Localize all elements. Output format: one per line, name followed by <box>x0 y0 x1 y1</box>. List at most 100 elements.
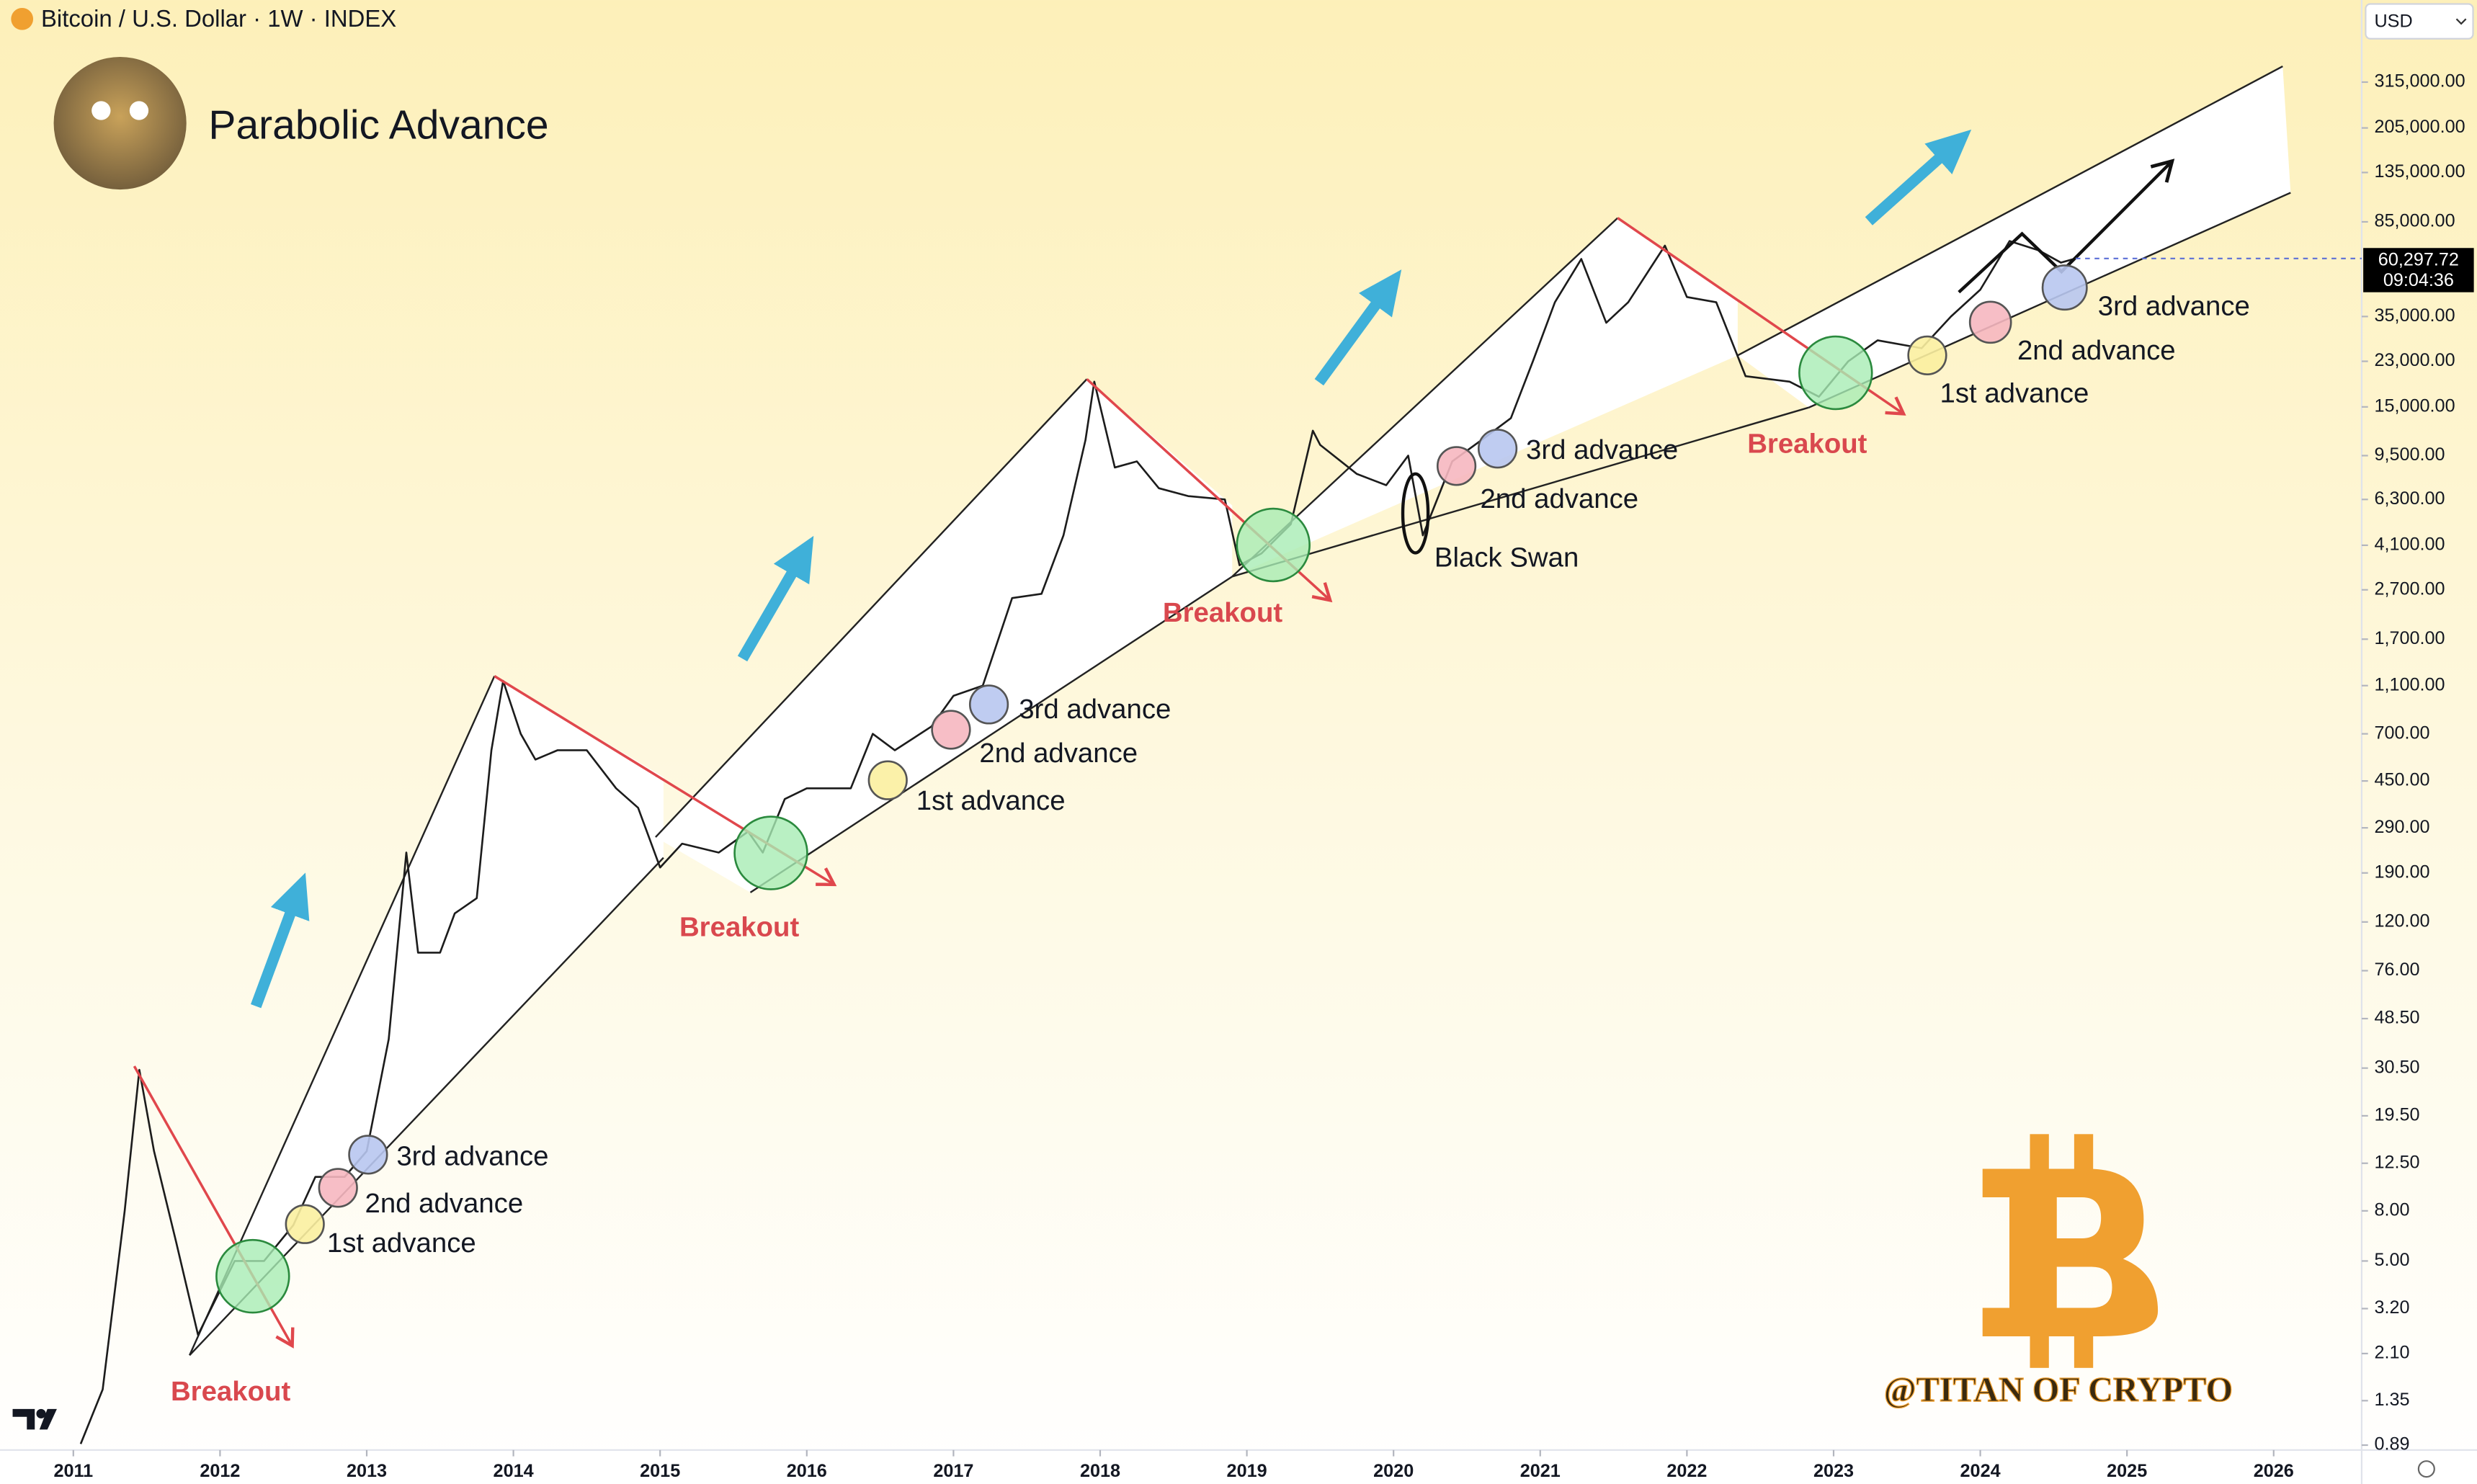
watermark: @TITAN OF CRYPTO <box>1884 1371 2233 1409</box>
blue-arrows <box>251 129 1972 1009</box>
blue-arrow <box>251 872 310 1009</box>
trend-line <box>1231 406 1809 578</box>
advance-label: 3rd advance <box>1526 434 1678 465</box>
avatar-eye <box>129 101 149 120</box>
x-tick-label: 2017 <box>933 1461 973 1481</box>
annotations: 3rd advance 2nd advance 1st advance 3rd adv… <box>171 291 2250 1407</box>
trend-line <box>655 378 1088 838</box>
tradingview-logo <box>12 1408 57 1430</box>
y-tick-label: 3.20 <box>2374 1297 2409 1318</box>
channel <box>189 676 664 1356</box>
x-tick-label: 2024 <box>1960 1461 2001 1481</box>
x-tick-label: 2026 <box>2254 1461 2294 1481</box>
price-label: 60,297.72 09:04:36 <box>2363 248 2474 292</box>
channel <box>1232 218 1738 577</box>
logo-bar <box>2030 1134 2049 1176</box>
advance-label: Black Swan <box>1434 542 1579 573</box>
trend-line <box>749 576 1233 893</box>
projection-arrow <box>1958 158 2175 294</box>
x-tick-label: 2023 <box>1813 1461 1854 1481</box>
y-tick-label: 700.00 <box>2374 723 2429 743</box>
y-tick-label: 2.10 <box>2374 1343 2409 1363</box>
y-tick-label: 190.00 <box>2374 862 2429 882</box>
advance-label: 2nd advance <box>365 1188 523 1219</box>
y-tick-label: 1,700.00 <box>2374 628 2445 648</box>
y-tick-label: 23,000.00 <box>2374 350 2455 370</box>
y-tick-label: 1.35 <box>2374 1390 2409 1410</box>
logo-part <box>39 1408 57 1430</box>
advance-label: 3rd advance <box>1019 694 1171 725</box>
x-tick-label: 2012 <box>200 1461 240 1481</box>
dropdown-chevron[interactable] <box>2455 18 2467 25</box>
first-advance-circle <box>285 1204 325 1244</box>
blue-arrow <box>737 535 814 662</box>
advance-label: 2nd advance <box>979 738 1138 769</box>
avatar-eye <box>92 101 111 120</box>
second-advance-circle <box>318 1168 358 1208</box>
x-tick-label: 2018 <box>1080 1461 1120 1481</box>
settings-icon[interactable] <box>2417 1460 2435 1478</box>
first-advance-circle <box>1907 335 1947 375</box>
y-tick-label: 48.50 <box>2374 1008 2419 1028</box>
channel <box>655 379 1233 893</box>
currency-label[interactable]: USD <box>2374 11 2412 31</box>
price-text: 60,297.72 <box>2378 249 2459 269</box>
y-tick-label: 120.00 <box>2374 911 2429 931</box>
first-advance-circle <box>867 760 908 800</box>
x-tick-label: 2015 <box>640 1461 680 1481</box>
third-advance-circle <box>1477 429 1518 469</box>
symbol-icon <box>11 7 34 30</box>
blue-arrow <box>1314 269 1402 386</box>
y-tick-label: 30.50 <box>2374 1057 2419 1077</box>
circles <box>215 264 2088 1314</box>
second-advance-circle <box>1436 446 1477 486</box>
x-tick-label: 2022 <box>1666 1461 1707 1481</box>
advance-label: 1st advance <box>327 1228 476 1259</box>
advance-label: 1st advance <box>916 785 1066 816</box>
breakout-circle <box>1236 507 1311 583</box>
y-tick-label: 315,000.00 <box>2374 71 2465 91</box>
y-tick-label: 135,000.00 <box>2374 161 2465 182</box>
breakout-label: Breakout <box>679 911 799 942</box>
series-layer <box>79 240 2076 1444</box>
x-axis-strip <box>0 1449 2477 1484</box>
advance-label: 2nd advance <box>2017 335 2176 366</box>
y-tick-label: 19.50 <box>2374 1105 2419 1125</box>
y-tick-label: 2,700.00 <box>2374 578 2445 599</box>
second-advance-circle <box>931 710 971 750</box>
symbol-title: Bitcoin / U.S. Dollar · 1W · INDEX <box>41 5 396 32</box>
y-tick-label: 205,000.00 <box>2374 117 2465 137</box>
y-tick-label: 4,100.00 <box>2374 535 2445 555</box>
breakout-label: Breakout <box>1163 597 1282 628</box>
y-tick-label: 85,000.00 <box>2374 211 2455 231</box>
black-swan-ellipse <box>1401 472 1430 555</box>
breakout-label: Breakout <box>1747 428 1867 459</box>
logo-part <box>12 1408 35 1430</box>
y-tick-label: 76.00 <box>2374 960 2419 980</box>
y-tick-label: 9,500.00 <box>2374 444 2445 465</box>
price-box <box>2363 248 2474 292</box>
y-tick-label: 450.00 <box>2374 770 2429 790</box>
bitcoin-logo <box>1982 1134 2159 1368</box>
y-tick-label: 290.00 <box>2374 817 2429 837</box>
breakout-circle <box>1798 335 1873 411</box>
y-tick-label: 8.00 <box>2374 1199 2409 1220</box>
logo-b <box>1982 1168 2159 1336</box>
third-advance-circle <box>348 1135 388 1175</box>
y-tick-label: 0.89 <box>2374 1434 2409 1454</box>
avatar <box>53 56 187 190</box>
currency-select[interactable] <box>2365 3 2474 40</box>
x-tick-label: 2019 <box>1227 1461 1267 1481</box>
channels <box>189 66 2291 1356</box>
channel <box>1737 66 2291 408</box>
advance-label: 3rd advance <box>396 1140 548 1171</box>
countdown-text: 09:04:36 <box>2383 270 2454 290</box>
y-tick-label: 6,300.00 <box>2374 488 2445 509</box>
logo-bar <box>2074 1134 2094 1176</box>
x-tick-label: 2021 <box>1520 1461 1561 1481</box>
y-tick-label: 15,000.00 <box>2374 395 2455 416</box>
third-advance-circle <box>968 684 1009 725</box>
advance-label: 3rd advance <box>2098 291 2250 322</box>
